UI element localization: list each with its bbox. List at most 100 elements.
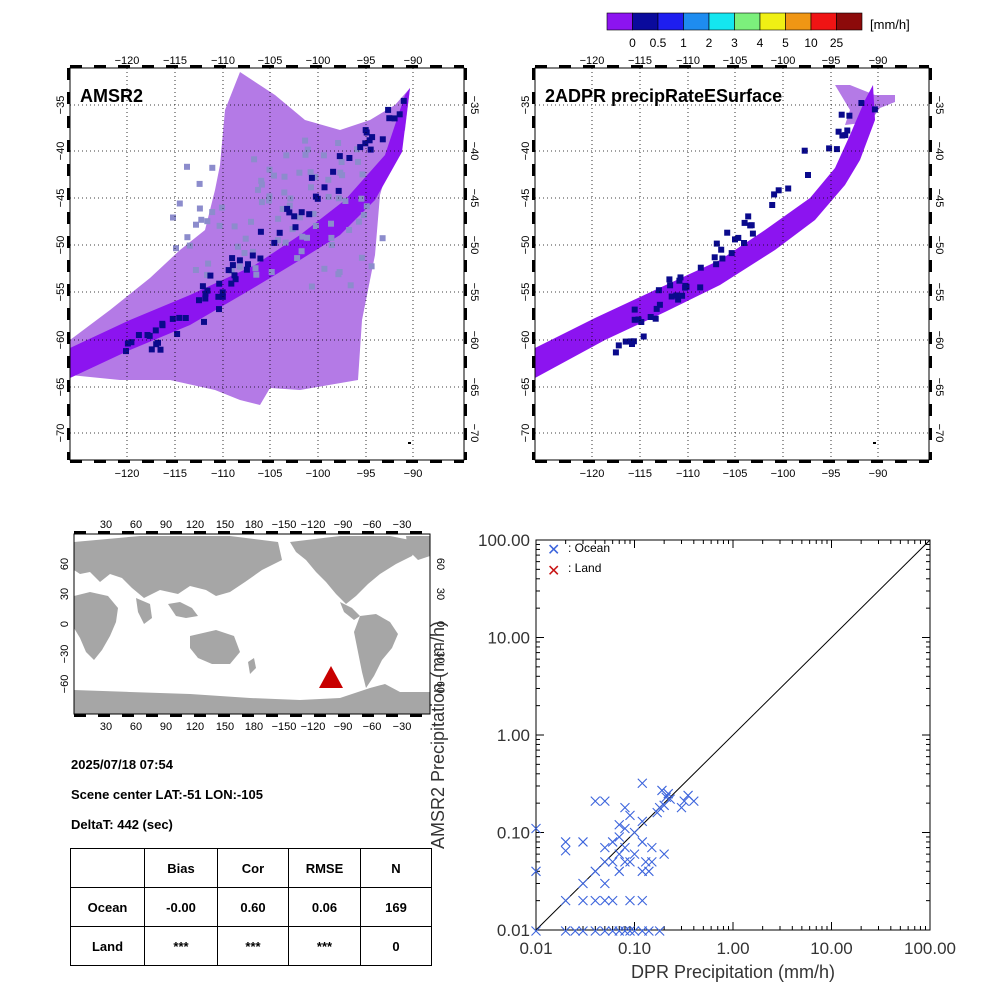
cloud-pixel xyxy=(196,180,203,187)
scatter-point xyxy=(614,866,625,877)
frame-bar xyxy=(583,65,595,68)
frame-bar xyxy=(464,332,467,344)
frame-bar xyxy=(362,714,374,717)
precip-pixel xyxy=(236,257,243,264)
frame-bar xyxy=(607,460,619,463)
world-lon-label-top: 30 xyxy=(100,519,112,531)
frame-bar xyxy=(871,65,883,68)
cloud-pixel xyxy=(192,267,199,273)
precip-pixel xyxy=(741,219,748,226)
map-lat-label-left: −35 xyxy=(520,96,532,115)
x-tick-label: 100.00 xyxy=(904,939,956,958)
frame-bar xyxy=(314,714,326,717)
world-lon-label-bottom: −30 xyxy=(393,721,412,733)
land-north-america xyxy=(290,536,420,604)
frame-bar xyxy=(238,65,250,68)
legend-marker-land: ✕ xyxy=(547,563,560,580)
precip-pixel xyxy=(769,202,776,208)
frame-bar xyxy=(194,531,206,534)
cloud-pixel xyxy=(355,218,362,225)
frame-bar xyxy=(382,65,394,68)
frame-bar xyxy=(454,65,464,68)
map-lon-label-bottom: −100 xyxy=(771,468,796,480)
land-africa xyxy=(74,592,118,660)
map-lat-label-left: −70 xyxy=(520,424,532,443)
cloud-pixel xyxy=(296,169,303,176)
precip-pixel xyxy=(362,140,369,147)
world-lat-label-right: −60 xyxy=(434,675,446,694)
land-new-zealand xyxy=(248,658,256,674)
world-lon-label-top: −150 xyxy=(272,519,297,531)
statistics-table: Bias Cor RMSE N Ocean -0.00 0.60 0.06 16… xyxy=(70,848,432,966)
precip-pixel xyxy=(176,314,183,321)
map-lon-label-bottom: −95 xyxy=(822,468,841,480)
precip-pixel xyxy=(846,112,853,119)
frame-bar xyxy=(286,65,298,68)
map-lon-label-top: −95 xyxy=(357,55,376,67)
cloud-pixel xyxy=(234,243,241,250)
map-lat-label-left: −55 xyxy=(55,283,67,302)
frame-bar xyxy=(929,164,932,176)
cloud-pixel xyxy=(216,222,223,229)
world-lat-label-left: 0 xyxy=(59,621,71,627)
frame-bar xyxy=(386,531,398,534)
stats-cell-rmse: 0.06 xyxy=(288,887,361,927)
frame-bar xyxy=(410,531,422,534)
frame-bar xyxy=(929,332,932,344)
world-lon-label-top: −90 xyxy=(334,519,353,531)
map-lat-label-right: −60 xyxy=(933,331,945,350)
precip-pixel xyxy=(123,348,129,355)
world-lon-label-bottom: 30 xyxy=(100,721,112,733)
scatter-point xyxy=(665,794,676,805)
stats-cell-cor: 0.60 xyxy=(217,887,289,927)
scatter-point xyxy=(590,926,601,936)
map-lat-label-left: −45 xyxy=(55,189,67,208)
colorbar-box xyxy=(606,12,633,31)
frame-bar xyxy=(94,65,106,68)
precip-pixel xyxy=(667,282,674,289)
frame-bar xyxy=(929,356,932,368)
precip-pixel xyxy=(216,280,223,287)
precip-pixel xyxy=(713,240,720,247)
precip-pixel xyxy=(391,115,398,122)
precip-pixel xyxy=(367,146,374,153)
dpr-small-pixel xyxy=(873,442,876,444)
amsr2-frame-ticks: −120 −120 −115 −115 −110 −110 −105 −105 −100 −100… xyxy=(55,55,480,480)
frame-bar xyxy=(70,460,82,463)
world-lon-label-bottom: 180 xyxy=(245,721,263,733)
colorbar-unit: [mm/h] xyxy=(870,17,910,32)
map-lat-label-left: −40 xyxy=(55,142,67,161)
precip-pixel xyxy=(225,267,232,274)
scene-location-marker xyxy=(319,666,343,688)
cloud-pixel xyxy=(354,146,360,153)
stats-header-n: N xyxy=(360,848,432,888)
frame-bar xyxy=(679,460,691,463)
precip-pixel xyxy=(826,145,833,152)
precip-pixel xyxy=(362,127,369,134)
precip-pixel xyxy=(683,283,690,290)
precip-pixel xyxy=(838,111,845,118)
precip-pixel xyxy=(697,284,704,291)
map-lon-label-bottom: −120 xyxy=(580,468,605,480)
frame-bar xyxy=(67,140,70,152)
frame-bar xyxy=(532,308,535,320)
stats-cell-rmse: *** xyxy=(288,926,361,966)
frame-bar xyxy=(532,332,535,344)
map-lat-label-left: −60 xyxy=(55,331,67,350)
frame-bar xyxy=(775,65,787,68)
map-lat-label-left: −55 xyxy=(520,283,532,302)
frame-bar xyxy=(464,212,467,224)
precip-pixel xyxy=(747,222,754,229)
frame-bar xyxy=(122,714,134,717)
amsr2-wide-swath xyxy=(70,72,410,405)
precip-pixel xyxy=(675,296,682,303)
precip-pixel xyxy=(379,136,386,143)
map-lon-label-top: −115 xyxy=(163,55,187,67)
map-lon-label-top: −115 xyxy=(628,55,652,67)
scatter-point xyxy=(629,926,640,936)
precip-pixel xyxy=(286,209,293,216)
map-lon-label-bottom: −115 xyxy=(163,468,187,480)
cloud-pixel xyxy=(209,164,216,171)
frame-bar xyxy=(262,65,274,68)
map-lat-label-right: −50 xyxy=(468,236,480,255)
